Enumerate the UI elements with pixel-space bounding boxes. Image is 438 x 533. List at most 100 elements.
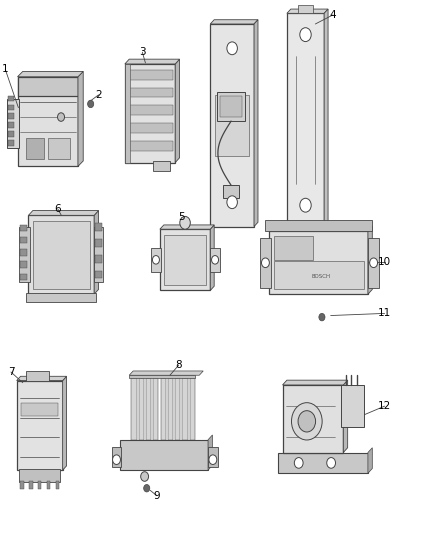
- Circle shape: [144, 484, 150, 492]
- Text: 6: 6: [54, 204, 61, 214]
- Polygon shape: [94, 211, 99, 294]
- FancyBboxPatch shape: [26, 371, 49, 381]
- FancyBboxPatch shape: [26, 293, 96, 302]
- Text: 9: 9: [153, 491, 160, 500]
- Circle shape: [227, 196, 237, 208]
- FancyBboxPatch shape: [278, 453, 368, 473]
- FancyBboxPatch shape: [129, 375, 195, 378]
- FancyBboxPatch shape: [20, 237, 27, 244]
- FancyBboxPatch shape: [220, 96, 242, 117]
- Circle shape: [212, 255, 219, 264]
- FancyBboxPatch shape: [47, 481, 50, 489]
- FancyBboxPatch shape: [168, 378, 173, 440]
- Circle shape: [319, 313, 325, 321]
- Text: 8: 8: [175, 360, 182, 370]
- FancyBboxPatch shape: [210, 247, 220, 272]
- FancyBboxPatch shape: [208, 447, 218, 467]
- FancyBboxPatch shape: [164, 235, 206, 285]
- Polygon shape: [175, 59, 180, 163]
- Text: 5: 5: [178, 213, 185, 222]
- FancyBboxPatch shape: [217, 92, 245, 121]
- FancyBboxPatch shape: [265, 220, 372, 231]
- FancyBboxPatch shape: [95, 271, 102, 278]
- Circle shape: [57, 113, 64, 122]
- FancyBboxPatch shape: [21, 403, 58, 416]
- FancyBboxPatch shape: [175, 378, 180, 440]
- Text: BOSCH: BOSCH: [311, 274, 330, 279]
- FancyBboxPatch shape: [274, 261, 364, 289]
- FancyBboxPatch shape: [20, 481, 24, 489]
- FancyBboxPatch shape: [127, 70, 173, 80]
- Polygon shape: [17, 376, 67, 381]
- Polygon shape: [18, 71, 83, 77]
- Polygon shape: [63, 376, 67, 470]
- FancyBboxPatch shape: [125, 64, 130, 163]
- Text: 2: 2: [95, 90, 102, 100]
- Text: 3: 3: [139, 47, 146, 57]
- Circle shape: [300, 28, 311, 42]
- FancyBboxPatch shape: [94, 227, 103, 282]
- Polygon shape: [28, 211, 99, 215]
- FancyBboxPatch shape: [20, 274, 27, 280]
- FancyBboxPatch shape: [127, 106, 173, 115]
- Circle shape: [327, 457, 336, 468]
- FancyBboxPatch shape: [151, 247, 161, 272]
- Polygon shape: [283, 380, 348, 385]
- FancyBboxPatch shape: [95, 255, 102, 263]
- FancyBboxPatch shape: [112, 447, 121, 467]
- Circle shape: [300, 198, 311, 212]
- FancyBboxPatch shape: [161, 378, 166, 440]
- Text: 7: 7: [7, 367, 14, 377]
- Circle shape: [209, 455, 217, 464]
- Polygon shape: [208, 435, 212, 470]
- FancyBboxPatch shape: [125, 64, 175, 163]
- FancyBboxPatch shape: [26, 138, 44, 159]
- Polygon shape: [129, 371, 203, 375]
- FancyBboxPatch shape: [17, 381, 63, 470]
- Text: 11: 11: [378, 309, 391, 318]
- FancyBboxPatch shape: [38, 481, 41, 489]
- FancyBboxPatch shape: [19, 469, 60, 482]
- FancyBboxPatch shape: [8, 104, 14, 110]
- FancyBboxPatch shape: [127, 87, 173, 98]
- FancyBboxPatch shape: [29, 481, 32, 489]
- Circle shape: [113, 455, 120, 464]
- Circle shape: [370, 258, 378, 268]
- Circle shape: [141, 472, 148, 481]
- FancyBboxPatch shape: [18, 77, 78, 96]
- FancyBboxPatch shape: [20, 249, 27, 255]
- Polygon shape: [269, 227, 372, 231]
- Polygon shape: [210, 225, 214, 290]
- FancyBboxPatch shape: [215, 95, 249, 156]
- Polygon shape: [368, 227, 372, 294]
- Polygon shape: [210, 20, 258, 24]
- FancyBboxPatch shape: [20, 262, 27, 268]
- FancyBboxPatch shape: [127, 141, 173, 151]
- FancyBboxPatch shape: [8, 114, 14, 119]
- FancyBboxPatch shape: [95, 223, 102, 231]
- Polygon shape: [78, 71, 83, 166]
- Text: 1: 1: [2, 64, 9, 74]
- FancyBboxPatch shape: [183, 378, 187, 440]
- Circle shape: [227, 42, 237, 55]
- Circle shape: [152, 255, 159, 264]
- Polygon shape: [324, 9, 328, 227]
- Circle shape: [261, 258, 269, 268]
- FancyBboxPatch shape: [95, 239, 102, 247]
- FancyBboxPatch shape: [127, 123, 173, 133]
- Polygon shape: [343, 380, 348, 453]
- FancyBboxPatch shape: [8, 123, 14, 128]
- FancyBboxPatch shape: [7, 99, 19, 148]
- Polygon shape: [160, 225, 214, 229]
- Polygon shape: [287, 9, 328, 13]
- FancyBboxPatch shape: [269, 231, 368, 294]
- FancyBboxPatch shape: [298, 5, 313, 13]
- Polygon shape: [368, 448, 372, 473]
- FancyBboxPatch shape: [190, 378, 195, 440]
- Text: 4: 4: [329, 10, 336, 20]
- FancyBboxPatch shape: [210, 24, 254, 227]
- Circle shape: [88, 100, 94, 108]
- FancyBboxPatch shape: [8, 131, 14, 137]
- FancyBboxPatch shape: [146, 378, 151, 440]
- FancyBboxPatch shape: [160, 229, 210, 290]
